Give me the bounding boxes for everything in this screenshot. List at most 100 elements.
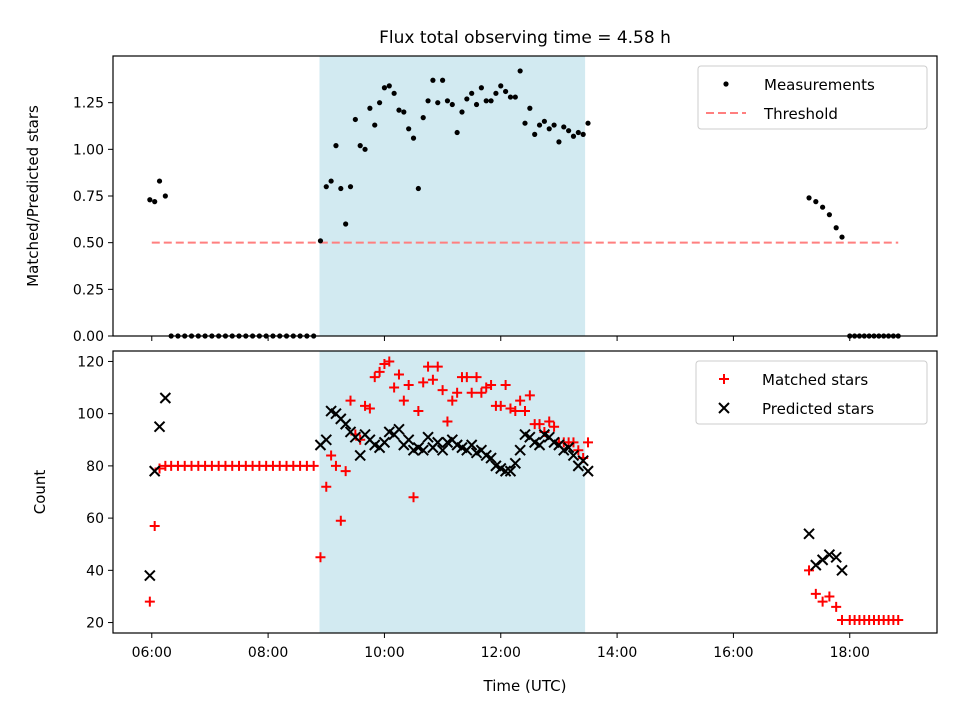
y-tick-label: 0.75: [73, 189, 104, 205]
matched-star-point: [308, 460, 319, 471]
measurement-point: [488, 98, 494, 104]
predicted-star-point: [393, 423, 405, 436]
y-tick-label: 1.25: [73, 96, 104, 112]
predicted-star-point: [499, 465, 512, 477]
predicted-star-point: [823, 548, 836, 561]
predicted-star-point: [509, 457, 522, 469]
matched-star-point: [466, 387, 477, 398]
matched-star-point: [345, 395, 356, 406]
measurement-point: [391, 90, 397, 96]
predicted-star-point: [504, 465, 517, 477]
matched-star-point: [568, 437, 579, 448]
predicted-star-point: [153, 421, 166, 433]
y-tick-label: 0.25: [73, 282, 104, 298]
predicted-star-point: [144, 569, 156, 582]
measurement-point: [493, 90, 499, 96]
matched-star-point: [144, 596, 155, 607]
measurement-point: [483, 98, 489, 104]
measurement-point: [536, 122, 543, 128]
measurement-point: [401, 109, 407, 115]
measurement-point: [449, 101, 455, 108]
measurement-point: [156, 178, 163, 184]
matched-star-point: [500, 379, 511, 390]
predicted-star-point: [422, 431, 434, 443]
predicted-star-point: [485, 452, 497, 464]
x-tick-label: 10:00: [364, 645, 404, 661]
measurement-point: [464, 96, 470, 102]
measurement-point: [512, 94, 518, 100]
measurement-point: [435, 100, 441, 106]
measurement-point: [820, 204, 826, 210]
measurement-point: [328, 178, 334, 184]
matched-star-point: [544, 416, 555, 427]
observing-span: [319, 56, 586, 336]
measurement-point: [415, 185, 421, 192]
matched-star-point: [804, 565, 815, 576]
axes-frame: [112, 350, 938, 634]
matched-star-point: [432, 361, 443, 372]
matched-star-point: [413, 406, 424, 417]
matched-star-point: [408, 492, 419, 503]
matched-star-point: [403, 379, 414, 390]
measurement-point: [556, 139, 562, 145]
predicted-star-point: [354, 449, 366, 462]
matched-star-point: [471, 372, 482, 383]
measurement-point: [551, 122, 557, 128]
y-tick-label: 40: [86, 563, 104, 579]
measurement-point: [317, 238, 324, 244]
predicted-star-point: [465, 439, 478, 451]
legend: Matched stars Predicted stars: [695, 360, 928, 425]
matched-star-point: [398, 395, 409, 406]
measurement-point: [410, 135, 417, 141]
matched-star-point: [520, 406, 530, 417]
matched-star-point: [315, 552, 326, 563]
y-tick-label: 0.00: [73, 329, 104, 345]
measurement-point: [459, 109, 465, 115]
measurement-point: [473, 101, 480, 108]
measurement-point: [372, 122, 378, 128]
measurement-point: [527, 105, 533, 111]
matched-star-point: [393, 369, 404, 380]
legend-box: [695, 360, 928, 425]
predicted-star-point: [402, 434, 415, 446]
matched-star-point: [335, 515, 346, 526]
matched-star-point: [442, 416, 453, 427]
measurement-point: [367, 105, 373, 111]
matched-star-point: [427, 374, 438, 385]
matched-star-point: [461, 372, 472, 383]
y-tick-label: 60: [86, 511, 104, 527]
predicted-star-point: [582, 465, 594, 477]
measurement-point: [352, 116, 358, 123]
predicted-star-point: [378, 436, 391, 449]
measurement-point: [454, 129, 460, 136]
measurement-point: [806, 195, 812, 201]
predicted-star-point: [803, 528, 815, 540]
legend: Measurements Threshold: [697, 65, 928, 130]
matched-star-point: [374, 366, 385, 377]
measurement-point: [839, 234, 845, 240]
measurement-point: [425, 98, 431, 104]
predicted-star-point: [320, 434, 332, 446]
matched-star-point: [824, 591, 835, 602]
measurement-point: [498, 83, 504, 89]
measurement-point: [517, 68, 523, 74]
y-tick-label: 100: [77, 407, 104, 423]
measurement-point: [147, 197, 153, 203]
measurement-point: [440, 77, 446, 83]
matched-star-point: [486, 379, 497, 390]
x-tick-label: 08:00: [248, 645, 288, 661]
legend-marker-matched: [719, 374, 729, 384]
matched-star-point: [447, 395, 458, 406]
matched-star-point: [534, 419, 545, 430]
y-tick-label: 120: [77, 354, 104, 370]
chart-title: Flux total observing time = 4.58 h: [379, 28, 671, 48]
measurement-point: [826, 212, 832, 218]
measurement-point: [503, 88, 509, 95]
matched-star-point: [515, 395, 526, 406]
matched-star-point: [437, 385, 448, 396]
measurement-point: [580, 131, 586, 137]
y-axis-label: Count: [31, 470, 49, 515]
matched-star-point: [573, 445, 584, 456]
predicted-star-point: [562, 441, 575, 454]
